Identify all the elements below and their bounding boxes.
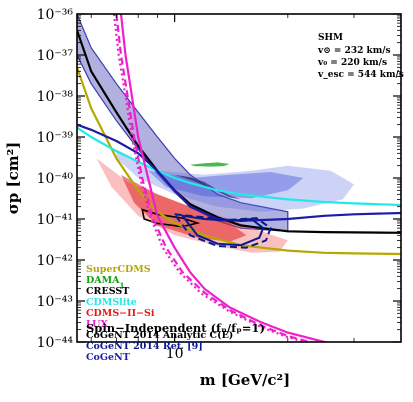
shm-line: v₀ = 220 km/s xyxy=(317,58,387,68)
legend: SuperCDMSDAMA1CRESSTCDMSliteCDMS−II−SiLU… xyxy=(86,264,233,363)
y-tick-label: 10⁻⁴³ xyxy=(37,294,73,310)
legend-lux: LUX xyxy=(86,319,108,330)
cdms-ii-si-2-region xyxy=(121,174,247,242)
y-tick-label: 10⁻³⁸ xyxy=(37,89,74,105)
y-tick-label: 10⁻⁴² xyxy=(37,253,73,269)
lux-line xyxy=(119,14,330,342)
y-axis-title: σp [cm²] xyxy=(4,142,22,215)
shm-line: v⊙ = 232 km/s xyxy=(317,46,391,56)
legend-cresst: CRESST xyxy=(86,286,129,297)
y-tick-label: 10⁻³⁶ xyxy=(37,7,74,23)
legend-cdmslite: CDMSlite xyxy=(86,297,137,308)
legend-cogent: CoGeNT xyxy=(86,352,130,363)
y-tick-label: 10⁻⁴¹ xyxy=(37,212,73,228)
legend-supercdms: SuperCDMS xyxy=(86,264,151,275)
annotations: SHM v⊙ = 232 km/s v₀ = 220 km/s v_esc = 544… xyxy=(86,33,404,335)
cresst-line xyxy=(77,29,401,234)
cdms-ii-si-1-region xyxy=(96,158,288,253)
legend-dama: DAMA1 xyxy=(86,275,125,290)
y-tick-label: 10⁻³⁹ xyxy=(37,130,74,146)
x-tick-label: 10 xyxy=(166,346,184,362)
dama-region-region xyxy=(190,162,230,167)
contours-layer xyxy=(172,213,272,249)
x-axis-title: m [GeV/c²] xyxy=(200,371,290,389)
legend-cogent-2014-ref-9: CoGeNT 2014 Ref. [9] xyxy=(86,341,203,352)
dark-region-region xyxy=(174,174,241,200)
legend-cdms-ii-si: CDMS−II−Si xyxy=(86,308,155,319)
y-tick-label: 10⁻⁴⁰ xyxy=(37,171,74,187)
lux-dotted-line xyxy=(112,14,310,342)
cogent-2014-region-outer-region xyxy=(116,149,355,212)
shm-title: SHM xyxy=(318,33,343,43)
cogent-line xyxy=(77,123,401,222)
cogent-2014-ref-9-dashed-contour xyxy=(172,213,272,249)
cogent-2014-ref-9-solid-contour xyxy=(180,214,265,247)
spin-independent-label: Spin−Independent (fₙ/fₚ=1) xyxy=(86,321,265,335)
series-layer xyxy=(77,14,401,342)
y-tick-label: 10⁻³⁷ xyxy=(37,48,74,64)
cdmslite-line xyxy=(77,126,401,207)
y-tick-label: 10⁻⁴⁴ xyxy=(37,335,74,351)
lux-dashed-line xyxy=(115,14,314,342)
regions-layer xyxy=(77,14,355,253)
ticks-layer: 10⁻³⁶ 10⁻³⁷ 10⁻³⁸ 10⁻³⁹ 10⁻⁴⁰ 10⁻⁴¹ 10⁻⁴² 10⁻⁴³… xyxy=(37,7,401,362)
shm-line: v_esc = 544 km/s xyxy=(317,70,404,80)
legend-cogent-2014-analytic-c-e: CoGeNT 2014 Analytic C(E) xyxy=(86,330,233,341)
